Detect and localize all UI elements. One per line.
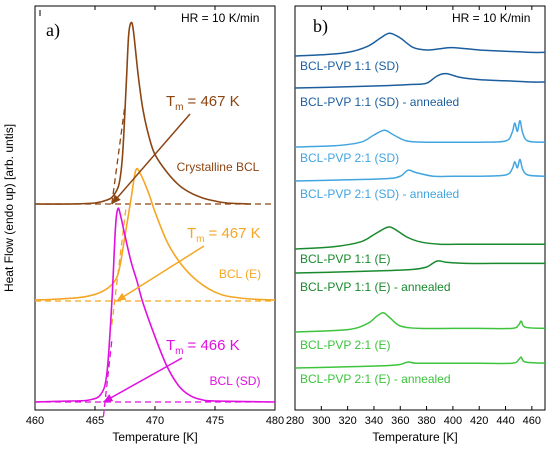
panel-a-x-tick-label: 470: [146, 415, 164, 427]
panel-b-heating-rate: HR = 10 K/min: [452, 11, 530, 25]
bcl-pvp-1-1-sd-annealed-label: BCL-PVP 1:1 (SD) - annealed: [300, 95, 459, 109]
bcl-pvp-1-1-e-annealed-label: BCL-PVP 1:1 (E) - annealed: [300, 280, 451, 294]
bcl-pvp-2-1-sd-curve: [294, 119, 546, 148]
bcl-pvp-2-1-sd-label: BCL-PVP 2:1 (SD): [300, 151, 399, 165]
bcl-pvp-2-1-e-label: BCL-PVP 2:1 (E): [300, 338, 390, 352]
panel-b-x-tick-label: 440: [496, 415, 514, 427]
bcl-sd-tm-arrowhead: [103, 394, 114, 402]
panel-a-x-tick-label: 480: [266, 415, 284, 427]
bcl-e-tm-annotation: Tm = 467 K: [187, 225, 261, 245]
bcl-pvp-2-1-e-annealed-label: BCL-PVP 2:1 (E) - annealed: [300, 372, 451, 386]
bcl-sd-tm-annotation: Tm = 466 K: [166, 337, 240, 357]
bcl-e-label: BCL (E): [219, 267, 261, 281]
panel-b-x-tick-label: 300: [312, 415, 330, 427]
bcl-pvp-2-1-e-annealed-curve: [294, 356, 546, 369]
panel-a-x-ticks: 460 465 470 475 480: [26, 6, 284, 427]
panel-b-x-tick-label: 280: [286, 415, 304, 427]
panel-a-x-axis-title: Temperature [K]: [112, 430, 197, 444]
bcl-pvp-2-1-e-curve: [294, 312, 546, 333]
panel-b-x-ticks: 280 300 320 340 360 380 400 420 440 460: [286, 6, 541, 427]
crystalline-bcl-tm-annotation: Tm = 467 K: [166, 93, 240, 113]
bcl-e-tm-arrow: [116, 245, 205, 302]
panel-b-x-tick-label: 340: [365, 415, 383, 427]
crystalline-bcl-tm-arrowhead: [111, 194, 121, 204]
bcl-pvp-2-1-sd-annealed-curve: [294, 158, 546, 182]
crystalline-bcl-tangent: [111, 104, 126, 205]
bcl-sd-label: BCL (SD): [210, 374, 261, 388]
panel-b-x-tick-label: 400: [444, 415, 462, 427]
panel-b-label: b): [313, 16, 328, 37]
bcl-sd-tm-arrow: [103, 357, 183, 403]
bcl-pvp-1-1-sd-label: BCL-PVP 1:1 (SD): [300, 59, 399, 73]
bcl-pvp-1-1-sd-curve: [294, 32, 546, 57]
bcl-pvp-1-1-e-annealed-curve: [294, 260, 545, 274]
panel-b: 280 300 320 340 360 380 400 420 440 460 BCL-PVP 1…: [286, 5, 546, 444]
panel-b-x-tick-label: 420: [470, 415, 488, 427]
panel-b-frame: [294, 5, 546, 411]
panel-b-x-axis-title: Temperature [K]: [372, 430, 457, 444]
panel-a-label: a): [46, 20, 60, 41]
panel-a-x-tick-label: 465: [86, 415, 104, 427]
crystalline-bcl-tm-arrow: [111, 113, 191, 205]
bcl-e-curve: [34, 167, 276, 301]
panel-b-x-tick-label: 380: [417, 415, 435, 427]
panel-a-x-tick-label: 460: [26, 415, 44, 427]
bcl-pvp-1-1-sd-annealed-curve: [294, 72, 546, 89]
panel-b-x-tick-label: 320: [338, 415, 356, 427]
bcl-pvp-1-1-e-curve: [294, 226, 545, 250]
panel-b-plot-area: BCL-PVP 1:1 (SD) BCL-PVP 1:1 (SD) - annea…: [294, 32, 546, 386]
bcl-sd-curve: [34, 207, 276, 403]
panel-b-x-tick-label: 360: [391, 415, 409, 427]
panel-a-heating-rate: HR = 10 K/min: [181, 11, 259, 25]
panel-a-plot-area: Crystalline BCL BCL (E) BCL (SD) Tm = 467 K T…: [34, 10, 276, 417]
bcl-pvp-2-1-sd-annealed-label: BCL-PVP 2:1 (SD) - annealed: [300, 187, 459, 201]
panel-a: 460 465 470 475 480 Crystalline BCL BCL (E) BC…: [2, 5, 284, 444]
crystalline-bcl-curve: [34, 21, 252, 205]
bcl-pvp-1-1-e-label: BCL-PVP 1:1 (E): [300, 252, 390, 266]
crystalline-bcl-label: Crystalline BCL: [177, 160, 260, 174]
panel-a-y-axis-title: Heat Flow (endo up) [arb. untis]: [2, 124, 16, 292]
bcl-e-tm-arrowhead: [116, 292, 127, 302]
panel-b-x-tick-label: 460: [523, 415, 541, 427]
bcl-sd-tangent: [102, 340, 113, 417]
panel-a-x-tick-label: 475: [206, 415, 224, 427]
